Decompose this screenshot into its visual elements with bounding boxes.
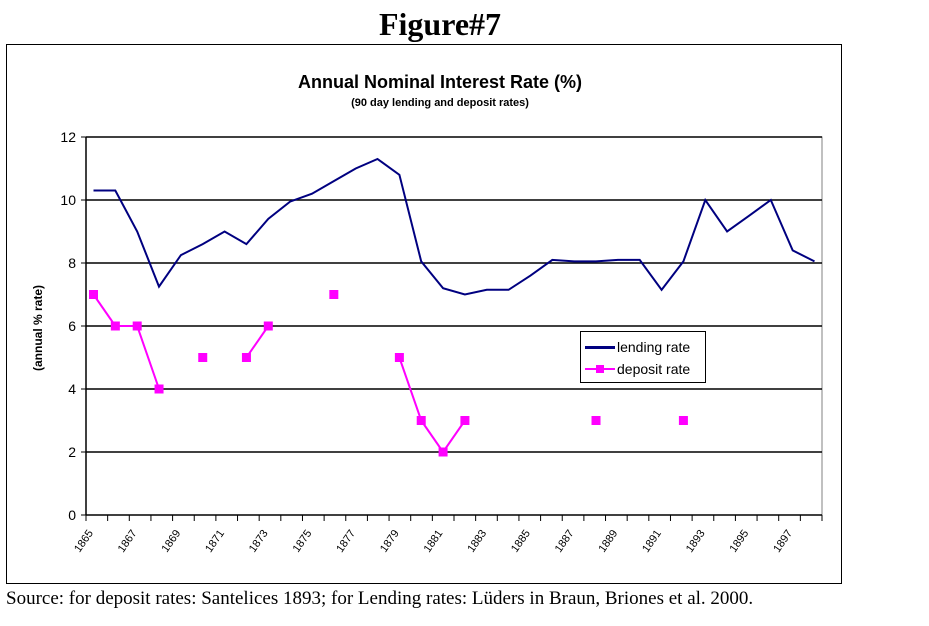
x-tick-label-1877: 1877: [334, 528, 358, 555]
series-line-lending-rate: [93, 157, 815, 296]
source-note: Source: for deposit rates: Santelices 18…: [6, 588, 754, 609]
x-tick-label-1883: 1883: [465, 528, 489, 555]
deposit-point-1888: [591, 416, 601, 425]
deposit-point-1882: [460, 416, 470, 425]
y-tick-label-12: 12: [60, 129, 76, 145]
deposit-segment-1872: [245, 325, 270, 359]
deposit-segment-1879: [398, 357, 423, 421]
deposit-point-1880: [416, 416, 426, 425]
deposit-point-1892: [678, 416, 688, 425]
chart-subtitle: (90 day lending and deposit rates): [351, 97, 529, 109]
y-axis-label: (annual % rate): [31, 284, 45, 372]
deposit-point-1867: [132, 321, 142, 331]
deposit-point-1868: [154, 384, 164, 394]
deposit-marker-icon: [585, 362, 615, 376]
x-tick-label-1879: 1879: [378, 528, 402, 555]
y-tick-label-6: 6: [68, 318, 76, 334]
legend-item-deposit: deposit rate: [585, 360, 690, 378]
deposit-point-1876: [329, 290, 339, 299]
y-tick-label-10: 10: [60, 192, 76, 208]
deposit-point-1872: [241, 353, 251, 362]
x-tick-label-1865: 1865: [72, 528, 96, 555]
deposit-point-1881: [438, 447, 448, 457]
deposit-segment-1867: [136, 325, 160, 390]
x-tick-label-1871: 1871: [203, 528, 227, 555]
x-tick-label-1873: 1873: [247, 528, 271, 555]
legend: lending rate deposit rate: [580, 331, 706, 383]
x-tick-label-1893: 1893: [684, 528, 708, 555]
x-tick-label-1885: 1885: [509, 528, 533, 555]
y-tick-label-2: 2: [68, 444, 76, 460]
deposit-point-1866: [110, 321, 120, 331]
deposit-segment-1865: [92, 293, 117, 327]
chart-frame: [6, 44, 842, 584]
deposit-point-1879: [394, 353, 404, 362]
legend-item-lending: lending rate: [585, 338, 690, 356]
deposit-point-1870: [198, 353, 208, 362]
x-tick-label-1867: 1867: [116, 528, 140, 555]
legend-label-deposit: deposit rate: [617, 361, 691, 377]
y-tick-label-4: 4: [68, 381, 76, 397]
x-tick-label-1895: 1895: [728, 528, 752, 555]
x-tick-label-1889: 1889: [596, 528, 620, 555]
x-tick-label-1869: 1869: [159, 528, 183, 555]
figure-label: Figure#7: [378, 6, 502, 42]
x-tick-label-1881: 1881: [422, 528, 446, 555]
x-tick-label-1875: 1875: [291, 528, 315, 555]
y-tick-label-0: 0: [68, 507, 76, 523]
x-tick-label-1887: 1887: [553, 528, 577, 555]
y-tick-label-8: 8: [68, 255, 76, 271]
deposit-point-1873: [263, 321, 273, 331]
x-tick-label-1897: 1897: [771, 528, 795, 555]
deposit-segment-1881: [442, 419, 466, 453]
lending-line-icon: [585, 340, 615, 354]
deposit-point-1865: [89, 290, 98, 299]
legend-label-lending: lending rate: [617, 339, 691, 355]
deposit-segment-1880: [420, 419, 444, 453]
x-tick-label-1891: 1891: [640, 528, 664, 555]
chart-title: Annual Nominal Interest Rate (%): [297, 72, 583, 92]
